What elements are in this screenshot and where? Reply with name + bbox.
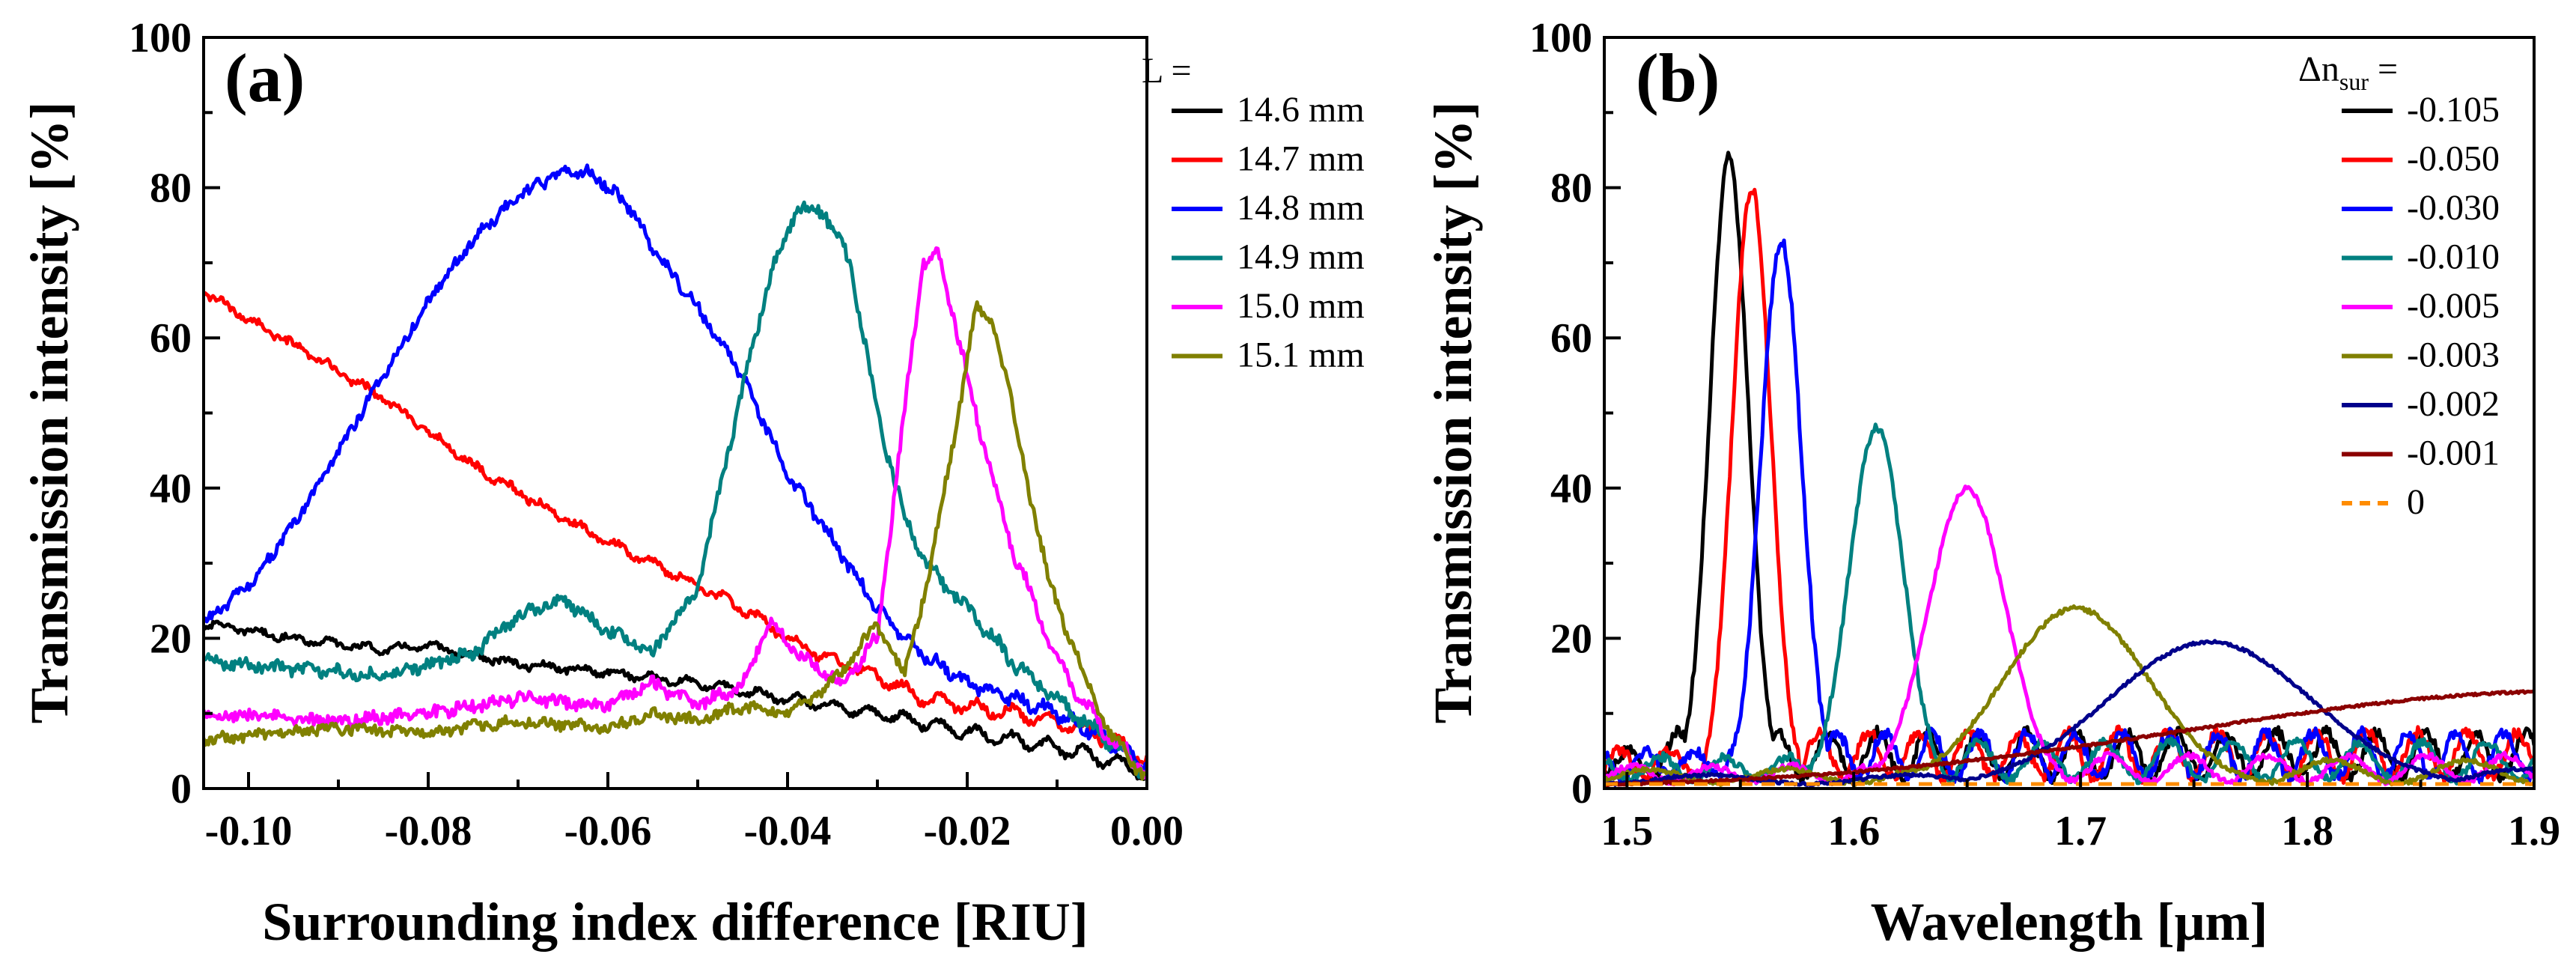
y-tick-label-a-4: 80 xyxy=(150,165,192,212)
x-tick-label-b-1: 1.6 xyxy=(1827,808,1880,854)
y-ticks-a: 0 20 40 60 80 100 xyxy=(129,15,220,812)
legend-b: Δnsur = -0.105 -0.050 -0.030 -0.010 -0.005 -0… xyxy=(2298,49,2500,522)
x-tick-label-a-4: -0.02 xyxy=(924,808,1011,854)
chart-panel-b: 1.5 1.6 1.7 1.8 1.9 0 20 40 60 80 100 (b) Wavelen… xyxy=(1423,15,2560,952)
legend-label-b-1: -0.050 xyxy=(2407,139,2500,179)
legend-label-a-4: 15.0 mm xyxy=(1237,286,1365,326)
x-tick-label-a-5: 0.00 xyxy=(1110,808,1184,854)
x-ticks-a: -0.10 -0.08 -0.06 -0.04 -0.02 0.00 xyxy=(205,772,1184,854)
x-tick-label-a-0: -0.10 xyxy=(205,808,293,854)
legend-title-b-main: Δn xyxy=(2298,49,2339,89)
y-tick-label-b-0: 0 xyxy=(1571,766,1592,812)
series-line-b-7 xyxy=(1604,689,2534,788)
y-tick-label-a-5: 100 xyxy=(129,15,192,61)
y-tick-label-b-4: 80 xyxy=(1550,165,1592,212)
legend-label-b-6: -0.002 xyxy=(2407,384,2500,424)
series-line-a-1 xyxy=(204,291,1147,765)
series-line-b-5 xyxy=(1604,604,2534,787)
legend-label-b-2: -0.030 xyxy=(2407,188,2500,228)
legend-label-a-2: 14.8 mm xyxy=(1237,188,1365,228)
y-tick-label-a-3: 60 xyxy=(150,315,192,362)
x-tick-label-b-2: 1.7 xyxy=(2054,808,2107,854)
y-tick-label-a-2: 40 xyxy=(150,466,192,512)
legend-label-a-5: 15.1 mm xyxy=(1237,335,1365,375)
legend-title-b: Δnsur = xyxy=(2298,49,2398,95)
y-axis-title-b: Transmission intensity [%] xyxy=(1423,102,1483,724)
legend-label-b-0: -0.105 xyxy=(2407,90,2500,130)
series-line-a-0 xyxy=(204,619,1147,781)
y-tick-label-a-1: 20 xyxy=(150,616,192,662)
series-group-a xyxy=(204,163,1147,781)
panel-label-b: (b) xyxy=(1636,40,1720,116)
legend-label-b-4: -0.005 xyxy=(2407,286,2500,326)
legend-label-a-1: 14.7 mm xyxy=(1237,139,1365,179)
chart-panel-a: -0.10 -0.08 -0.06 -0.04 -0.02 0.00 0 20 40 60 80 1… xyxy=(19,15,1365,952)
x-tick-label-a-2: -0.06 xyxy=(564,808,652,854)
y-tick-label-b-2: 40 xyxy=(1550,466,1592,512)
y-tick-label-b-3: 60 xyxy=(1550,315,1592,362)
legend-title-b-sub: sur xyxy=(2339,68,2369,95)
legend-title-b-suffix: = xyxy=(2369,49,2398,89)
y-tick-label-b-1: 20 xyxy=(1550,616,1592,662)
x-tick-label-b-3: 1.8 xyxy=(2281,808,2333,854)
x-axis-title-a: Surrounding index difference [RIU] xyxy=(262,892,1088,952)
x-tick-label-b-4: 1.9 xyxy=(2508,808,2560,854)
series-line-a-2 xyxy=(204,163,1147,774)
x-tick-label-a-3: -0.04 xyxy=(744,808,832,854)
legend-label-a-0: 14.6 mm xyxy=(1237,90,1365,130)
legend-label-a-3: 14.9 mm xyxy=(1237,237,1365,277)
y-tick-label-a-0: 0 xyxy=(171,766,192,812)
panel-label-a: (a) xyxy=(225,40,305,116)
series-line-a-3 xyxy=(204,200,1147,780)
x-ticks-b: 1.5 1.6 1.7 1.8 1.9 xyxy=(1601,772,2560,854)
series-group-b xyxy=(1604,151,2534,788)
y-tick-label-b-5: 100 xyxy=(1529,15,1592,61)
x-axis-title-b: Wavelength [μm] xyxy=(1871,892,2268,952)
y-ticks-b: 0 20 40 60 80 100 xyxy=(1529,15,1621,812)
x-tick-label-a-1: -0.08 xyxy=(385,808,472,854)
legend-label-b-8: 0 xyxy=(2407,482,2425,522)
legend-title-a: L = xyxy=(1142,51,1192,91)
legend-label-b-7: -0.001 xyxy=(2407,434,2500,473)
legend-a: L = 14.6 mm 14.7 mm 14.8 mm 14.9 mm 15.0 mm 1… xyxy=(1142,51,1365,375)
legend-label-b-3: -0.010 xyxy=(2407,237,2500,277)
series-line-a-4 xyxy=(204,246,1147,780)
x-tick-label-b-0: 1.5 xyxy=(1601,808,1653,854)
y-axis-title-a: Transmission intensity [%] xyxy=(19,102,79,724)
legend-label-b-5: -0.003 xyxy=(2407,335,2500,375)
series-line-a-5 xyxy=(204,300,1147,781)
